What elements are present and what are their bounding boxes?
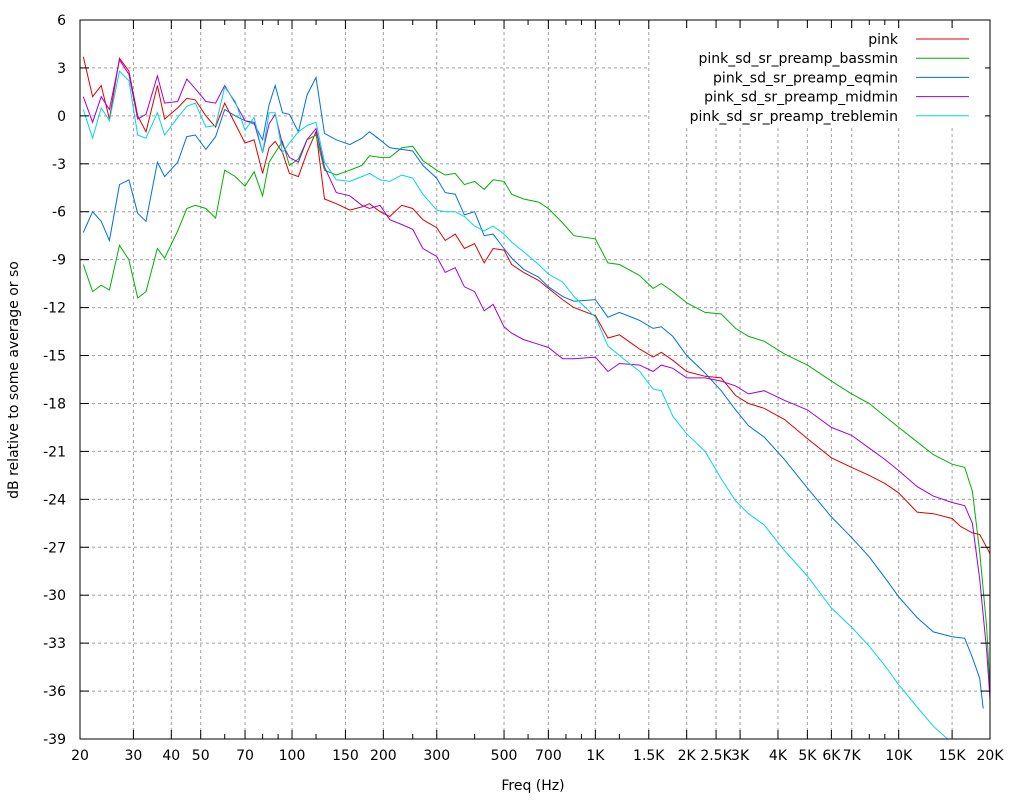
y-tick-label: -39 [43, 732, 66, 748]
series-line-pink_sd_sr_preamp_eqmin [82, 75, 984, 709]
x-tick-label: 200 [370, 748, 397, 764]
y-tick-label: -9 [52, 253, 66, 269]
legend-label: pink_sd_sr_preamp_eqmin [713, 70, 898, 86]
x-tick-label: 4K [769, 748, 788, 764]
x-tick-label: 3K [731, 748, 750, 764]
legend-label: pink_sd_sr_preamp_treblemin [690, 109, 898, 125]
legend: pink pink_sd_sr_preamp_bassmin pink_sd_sr_… [650, 28, 985, 126]
x-tick-label: 2.5K [700, 748, 732, 764]
x-tick-label: 40 [162, 748, 180, 764]
y-tick-label: -3 [52, 157, 66, 173]
x-tick-label: 20K [977, 748, 1005, 764]
y-tick-label: -27 [43, 540, 66, 556]
x-tick-label: 300 [423, 748, 450, 764]
axis-ticks [79, 19, 991, 740]
y-tick-label: -21 [43, 444, 66, 460]
plot-frame [79, 19, 991, 740]
series-line-pink_sd_sr_preamp_midmin [82, 58, 991, 700]
y-tick-label: -18 [43, 396, 66, 412]
x-tick-label: 70 [236, 748, 254, 764]
x-tick-label: 1.5K [633, 748, 665, 764]
y-tick-label: -36 [43, 684, 66, 700]
y-axis-title: dB relative to some average or so [6, 261, 22, 499]
series-lines [82, 56, 991, 740]
y-tick-label: -6 [52, 205, 66, 221]
x-tick-label: 6K [822, 748, 841, 764]
y-tick-label: 3 [57, 61, 66, 77]
legend-label: pink_sd_sr_preamp_bassmin [699, 51, 899, 67]
y-tick-label: -15 [43, 349, 66, 365]
series-line-pink_sd_sr_preamp_bassmin [82, 134, 991, 692]
y-tick-label: 0 [57, 109, 66, 125]
x-axis-title: Freq (Hz) [501, 778, 564, 794]
x-tick-label: 7K [843, 748, 862, 764]
x-tick-label: 15K [939, 748, 967, 764]
legend-label: pink [868, 32, 899, 48]
y-tick-label: -24 [43, 492, 66, 508]
y-tick-label: -12 [43, 301, 66, 317]
x-tick-label: 2K [678, 748, 697, 764]
y-tick-label: -33 [43, 636, 66, 652]
x-tick-label: 5K [798, 748, 817, 764]
x-tick-label: 150 [332, 748, 359, 764]
x-tick-label: 10K [885, 748, 913, 764]
grid-lines [80, 20, 990, 739]
x-tick-label: 500 [491, 748, 518, 764]
series-line-pink_sd_sr_preamp_treblemin [82, 70, 948, 740]
x-tick-label: 20 [71, 748, 89, 764]
y-tick-label: 6 [57, 13, 66, 29]
x-tick-label: 100 [279, 748, 306, 764]
x-tick-label: 1K [586, 748, 605, 764]
y-axis-tick-labels: 6 3 0 -3 -6 -9 -12 -15 -18 -21 -24 -27 -30 -33 -36 -39 [43, 13, 66, 748]
y-tick-label: -30 [43, 588, 66, 604]
series-line-pink [82, 56, 991, 554]
x-tick-label: 50 [192, 748, 210, 764]
legend-label: pink_sd_sr_preamp_midmin [704, 90, 898, 106]
x-tick-label: 30 [125, 748, 143, 764]
x-axis-tick-labels: 20 30 40 50 70 100 150 200 300 500 700 1K 1.5K 2K 2.5K… [71, 748, 1004, 764]
x-tick-label: 700 [535, 748, 562, 764]
